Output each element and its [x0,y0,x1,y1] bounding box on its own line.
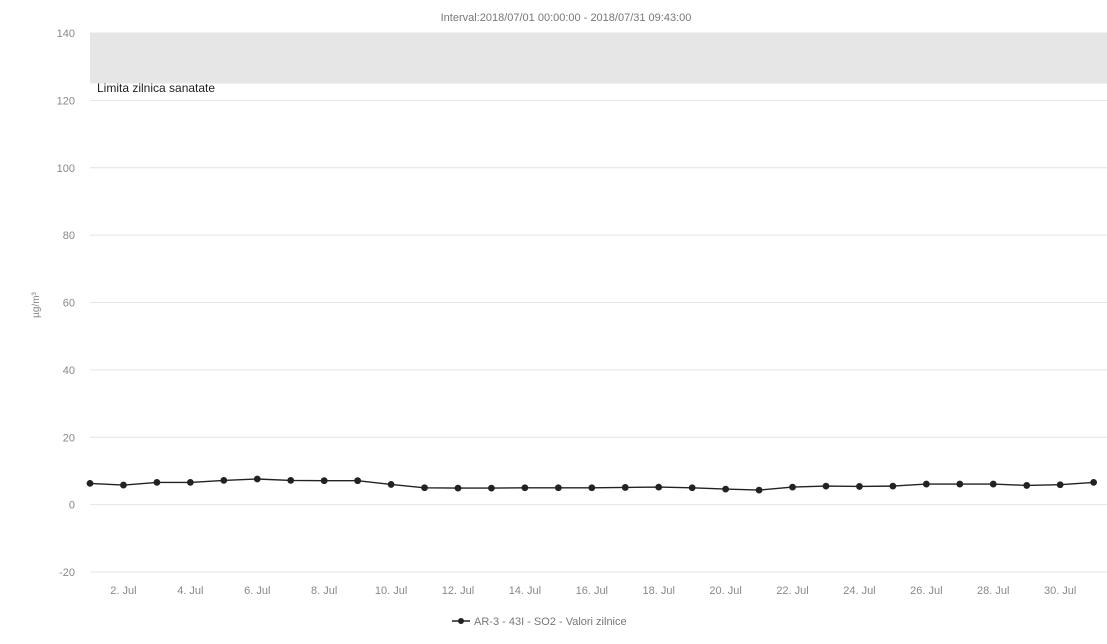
legend-marker-icon [458,618,464,624]
health-limit-band [90,33,1107,84]
x-tick-label: 6. Jul [244,585,270,597]
y-tick-label: 40 [63,365,75,377]
x-tick-label: 10. Jul [375,585,407,597]
data-point [354,477,362,485]
data-point [186,478,194,486]
y-axis-label: µg/m³ [31,291,42,317]
x-tick-label: 30. Jul [1044,585,1076,597]
x-tick-label: 8. Jul [311,585,337,597]
x-tick-label: 24. Jul [843,585,875,597]
data-point [554,484,562,492]
y-tick-label: 140 [57,28,75,40]
data-point [521,484,529,492]
data-point [889,482,897,490]
data-point [688,484,696,492]
data-point [220,476,228,484]
x-tick-label: 22. Jul [776,585,808,597]
data-point [989,480,997,488]
x-axis-ticks: 2. Jul 4. Jul 6. Jul 8. Jul 10. Jul 12. Jul 14… [110,585,1076,597]
x-tick-label: 18. Jul [643,585,675,597]
y-tick-label: 60 [63,298,75,310]
data-point [922,480,930,488]
grid-lines [90,32,1107,573]
x-tick-label: 20. Jul [709,585,741,597]
data-point [588,484,596,492]
data-point [454,484,462,492]
data-point [488,484,495,492]
y-axis-ticks: -20 0 20 40 60 80 100 120 140 [57,28,75,579]
data-point [722,485,730,493]
y-tick-label: -20 [59,567,75,579]
data-point [856,483,863,490]
data-point [655,483,663,491]
y-tick-label: 80 [63,230,75,242]
x-tick-label: 4. Jul [177,585,203,597]
data-point [287,476,295,484]
data-point [1090,478,1098,486]
data-point [1056,481,1064,489]
data-point [621,484,629,491]
data-point [320,477,328,485]
data-point [421,484,428,492]
data-point [253,475,261,483]
y-tick-label: 20 [63,432,75,444]
data-point [120,481,127,489]
y-tick-label: 100 [57,163,75,175]
data-point [755,486,763,494]
data-point [86,480,94,487]
chart-title: Interval:2018/07/01 00:00:00 - 2018/07/3… [441,12,692,24]
x-tick-label: 16. Jul [576,585,608,597]
x-tick-label: 14. Jul [509,585,541,597]
x-tick-label: 26. Jul [910,585,942,597]
x-tick-label: 12. Jul [442,585,474,597]
band-label: Limita zilnica sanatate [97,81,215,95]
limit-band-rect [90,33,1107,84]
data-point [956,480,964,488]
data-point [789,483,796,491]
data-point [153,478,161,486]
legend-series-name[interactable]: AR-3 - 43I - SO2 - Valori zilnice [474,616,627,628]
y-tick-label: 0 [69,500,75,512]
data-point [1023,482,1031,489]
x-tick-label: 2. Jul [110,585,136,597]
series-layer [86,475,1098,494]
y-tick-label: 120 [57,95,75,107]
data-point [387,481,395,488]
legend[interactable]: AR-3 - 43I - SO2 - Valori zilnice [452,616,627,628]
x-tick-label: 28. Jul [977,585,1009,597]
data-point [822,482,830,490]
